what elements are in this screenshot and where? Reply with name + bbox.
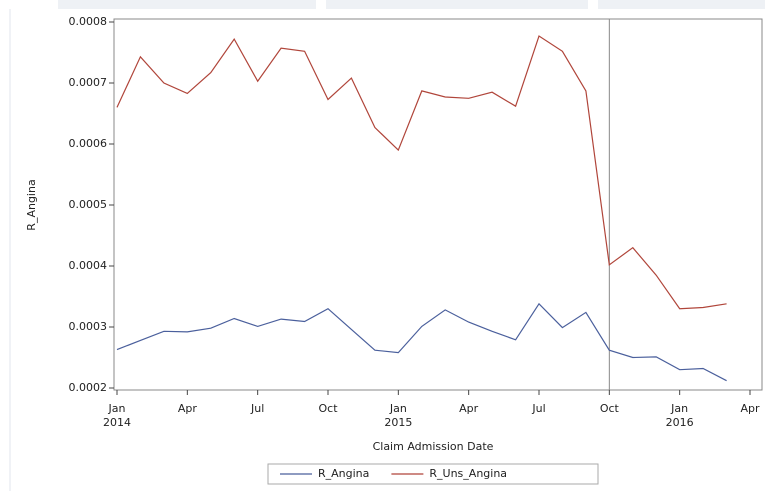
plot-frame xyxy=(113,18,763,391)
y-tick-label: 0.0005 xyxy=(69,198,108,211)
y-axis-label: R_Angina xyxy=(25,179,38,230)
x-tick-label: Apr xyxy=(178,402,198,415)
y-tick-label: 0.0008 xyxy=(69,15,108,28)
x-tick-year: 2015 xyxy=(384,416,412,429)
x-tick-year: 2016 xyxy=(666,416,694,429)
background-panel xyxy=(598,0,765,9)
y-tick-label: 0.0003 xyxy=(69,320,108,333)
x-tick-label: Oct xyxy=(318,402,338,415)
legend-label: R_Angina xyxy=(318,467,369,480)
y-tick-label: 0.0004 xyxy=(69,259,108,272)
y-tick-label: 0.0002 xyxy=(69,381,108,394)
x-tick-label: Jan xyxy=(389,402,407,415)
series-line xyxy=(116,302,727,382)
background-panel xyxy=(326,0,588,9)
x-tick-label: Apr xyxy=(459,402,479,415)
legend-label: R_Uns_Angina xyxy=(429,467,507,480)
x-tick-label: Oct xyxy=(600,402,620,415)
y-tick-label: 0.0006 xyxy=(69,137,108,150)
x-axis-label: Claim Admission Date xyxy=(373,440,494,453)
legend-box xyxy=(267,463,599,485)
series-line xyxy=(116,35,727,310)
x-tick-label: Jul xyxy=(531,402,545,415)
y-tick-label: 0.0007 xyxy=(69,76,108,89)
x-tick-label: Jul xyxy=(250,402,264,415)
x-tick-label: Jan xyxy=(670,402,688,415)
background-panel xyxy=(58,0,316,9)
x-tick-year: 2014 xyxy=(103,416,131,429)
x-tick-label: Apr xyxy=(740,402,760,415)
x-tick-label: Jan xyxy=(108,402,126,415)
